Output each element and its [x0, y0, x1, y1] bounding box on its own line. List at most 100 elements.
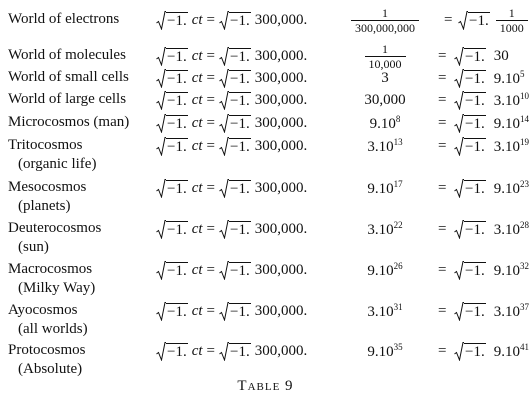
speed: 300,000. [254, 69, 308, 86]
radical-sign [219, 260, 230, 280]
denominator: 300,000,000 [355, 20, 415, 35]
numerator: 1 [495, 6, 528, 21]
name: Tritocosmos [8, 137, 83, 153]
radical-sign [454, 219, 464, 239]
ct: ct [191, 11, 203, 28]
fraction: 1 1000 [495, 6, 528, 35]
radicand: −1. [464, 69, 486, 87]
base: 3.10 [493, 221, 520, 238]
result-value: 1 1000 [495, 5, 528, 35]
radical-sign [219, 301, 230, 321]
result-value: 9.105 [494, 69, 525, 88]
number: 3 [381, 69, 389, 86]
radicand: −1. [464, 137, 486, 155]
radical: −1. [454, 341, 486, 361]
formula: −1. ct = −1. 300,000. [156, 103, 307, 143]
base: 9.10 [367, 180, 394, 197]
exponent: 32 [519, 260, 529, 271]
radical: −1. [156, 136, 188, 156]
radicand: −1. [229, 179, 251, 197]
radical-sign [219, 136, 230, 156]
radical-sign [156, 136, 166, 156]
exponent: 19 [519, 136, 529, 147]
radical: −1. [219, 136, 251, 156]
row-name: Ayocosmos (all worlds) [8, 301, 88, 339]
base: 3.10 [493, 92, 520, 109]
ct: ct [191, 179, 203, 196]
radical: −1. [454, 301, 486, 321]
row-name: Tritocosmos (organic life) [8, 136, 96, 174]
radical: −1. [454, 113, 486, 133]
equals: = [206, 137, 216, 154]
base: 3.10 [493, 303, 520, 320]
formula: −1. ct = −1. 300,000. [156, 80, 307, 120]
exponent: 17 [393, 178, 403, 189]
base: 9.10 [493, 70, 520, 87]
base: 9.10 [493, 262, 520, 279]
formula: −1. ct = −1. 300,000. [156, 291, 307, 331]
name: Mesocosmos [8, 179, 87, 195]
result: −1. 3.1019 [454, 126, 529, 166]
exponent: 41 [519, 341, 529, 352]
name: Macrocosmos [8, 261, 93, 277]
equals: = [444, 11, 453, 28]
radical: −1. [156, 219, 188, 239]
speed: 300,000. [254, 47, 308, 64]
result-value: 30 [494, 48, 509, 65]
radical-sign [454, 301, 464, 321]
radical: −1. [454, 90, 486, 110]
row-name: Deuterocosmos (sun) [8, 219, 101, 257]
radical: −1. [219, 260, 251, 280]
equals: = [206, 261, 216, 278]
factor: 9.1026 [335, 250, 435, 290]
numerator: 1 [364, 42, 406, 57]
radicand: −1. [166, 137, 188, 155]
radical-sign [454, 260, 464, 280]
radical: −1. [219, 219, 251, 239]
radical-sign [219, 90, 230, 110]
result: −1. 9.1014 [454, 103, 529, 143]
result: −1. 9.1032 [454, 250, 529, 290]
radical-sign [219, 68, 230, 88]
radical-sign [156, 46, 166, 66]
name: World of electrons [8, 11, 120, 27]
equals: = [438, 69, 447, 86]
speed: 300,000. [254, 179, 308, 196]
exponent: 10 [519, 90, 529, 101]
result-value: 3.1019 [494, 137, 529, 156]
radical-sign [454, 341, 464, 361]
equals: = [438, 261, 447, 278]
radical: −1. [219, 10, 251, 30]
ct: ct [191, 137, 203, 154]
radical-sign [219, 178, 230, 198]
number: 30,000 [364, 91, 406, 108]
result-value: 9.1032 [494, 261, 529, 280]
radical-sign [454, 113, 464, 133]
base: 9.10 [493, 115, 520, 132]
factor: 3.1031 [335, 291, 435, 331]
formula: −1. ct = −1. 300,000. [156, 168, 307, 208]
equals: = [206, 342, 216, 359]
power: 9.1035 [367, 342, 402, 361]
exponent: 23 [519, 178, 529, 189]
radical-sign [156, 68, 166, 88]
radicand: −1. [464, 179, 486, 197]
radical-sign [156, 178, 166, 198]
power: 9.1041 [493, 341, 529, 360]
result-value: 3.1037 [494, 302, 529, 321]
formula: −1. ct = −1. 300,000. [156, 36, 307, 76]
equals: = [206, 114, 216, 131]
ct: ct [191, 261, 203, 278]
radicand: −1. [166, 91, 188, 109]
radicand: −1. [166, 342, 188, 360]
subname: (organic life) [18, 156, 97, 172]
ct: ct [191, 69, 203, 86]
radical: −1. [219, 90, 251, 110]
radical-sign [156, 301, 166, 321]
radical-sign [156, 219, 166, 239]
formula: −1. ct = −1. 300,000. [156, 58, 307, 98]
result: −1. 9.1041 [454, 331, 529, 371]
base: 9.10 [493, 343, 520, 360]
radicand: −1. [229, 114, 251, 132]
formula: −1. ct = −1. 300,000. [156, 0, 307, 40]
